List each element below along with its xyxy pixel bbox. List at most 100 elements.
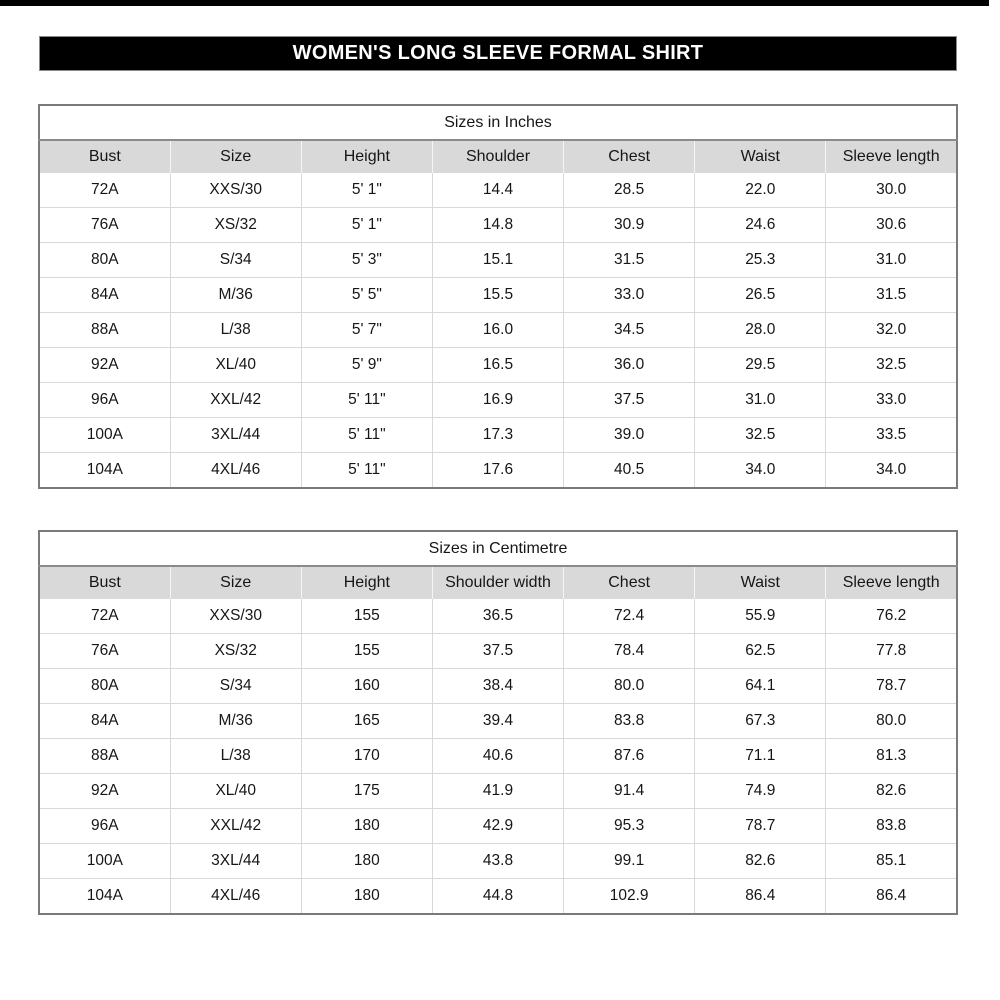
table-cell: 155 xyxy=(300,633,433,669)
table-cell: 62.5 xyxy=(694,633,826,669)
table-row: 100A 3XL/44 180 43.8 99.1 82.6 85.1 xyxy=(39,843,957,879)
table-cell: 92A xyxy=(39,773,171,809)
table-cell: L/38 xyxy=(169,312,302,348)
table-row: 92A XL/40 5' 9" 16.5 36.0 29.5 32.5 xyxy=(39,347,957,383)
column-header: Sleeve length xyxy=(825,566,957,599)
table-cell: 33.0 xyxy=(563,277,695,313)
table-cell: 3XL/44 xyxy=(169,417,302,453)
table-cell: 86.4 xyxy=(825,878,957,914)
table-cell: 16.0 xyxy=(431,312,564,348)
table-row: 100A 3XL/44 5' 11" 17.3 39.0 32.5 33.5 xyxy=(39,417,957,453)
table-cell: 72A xyxy=(39,173,171,208)
table-cell: 82.6 xyxy=(694,843,826,879)
table-cell: 85.1 xyxy=(825,843,957,879)
table-cell: 32.5 xyxy=(825,347,957,383)
table-cell: 104A xyxy=(39,878,171,914)
table-cell: S/34 xyxy=(169,668,302,704)
table-cell: 14.4 xyxy=(431,173,564,208)
table-cell: 28.5 xyxy=(563,173,695,208)
column-header: Waist xyxy=(694,566,826,599)
table-cell: 84A xyxy=(39,277,171,313)
table-cell: 87.6 xyxy=(563,738,695,774)
table-cell: 24.6 xyxy=(694,207,826,243)
column-header: Size xyxy=(169,140,302,173)
table-cell: 14.8 xyxy=(431,207,564,243)
table-row: 96A XXL/42 180 42.9 95.3 78.7 83.8 xyxy=(39,808,957,844)
column-header-row: Bust Size Height Shoulder width Chest Waist Sl… xyxy=(39,566,957,599)
table-cell: 88A xyxy=(39,738,171,774)
table-cell: 38.4 xyxy=(431,668,564,704)
table-cell: M/36 xyxy=(169,277,302,313)
table-cell: 88A xyxy=(39,312,171,348)
table-cell: 180 xyxy=(300,878,433,914)
table-cell: 3XL/44 xyxy=(169,843,302,879)
table-cell: M/36 xyxy=(169,703,302,739)
table-cell: 16.9 xyxy=(431,382,564,418)
table-cell: 72A xyxy=(39,599,171,634)
table-cell: 39.4 xyxy=(431,703,564,739)
table-cell: 41.9 xyxy=(431,773,564,809)
table-cell: 83.8 xyxy=(563,703,695,739)
column-header: Chest xyxy=(563,566,695,599)
table-cell: 100A xyxy=(39,843,171,879)
table-cell: 33.5 xyxy=(825,417,957,453)
table-cell: XS/32 xyxy=(169,633,302,669)
table-row: 84A M/36 165 39.4 83.8 67.3 80.0 xyxy=(39,703,957,739)
table-cell: 30.0 xyxy=(825,173,957,208)
table-cell: 4XL/46 xyxy=(169,452,302,488)
table-row: 88A L/38 5' 7" 16.0 34.5 28.0 32.0 xyxy=(39,312,957,348)
centimetre-table-body: 72A XXS/30 155 36.5 72.4 55.9 76.2 76A XS/32 155 3… xyxy=(39,599,957,914)
table-cell: 17.3 xyxy=(431,417,564,453)
table-cell: 30.6 xyxy=(825,207,957,243)
column-header: Sleeve length xyxy=(825,140,957,173)
table-cell: 36.0 xyxy=(563,347,695,383)
table-row: 76A XS/32 155 37.5 78.4 62.5 77.8 xyxy=(39,633,957,669)
table-cell: 78.4 xyxy=(563,633,695,669)
table-cell: 5' 1" xyxy=(300,173,433,208)
table-cell: 96A xyxy=(39,808,171,844)
table-row: 88A L/38 170 40.6 87.6 71.1 81.3 xyxy=(39,738,957,774)
table-cell: 64.1 xyxy=(694,668,826,704)
page-title: WOMEN'S LONG SLEEVE FORMAL SHIRT xyxy=(292,42,704,64)
table-title-row: Sizes in Inches xyxy=(39,105,957,141)
table-cell: 5' 9" xyxy=(300,347,433,383)
inches-table-body: 72A XXS/30 5' 1" 14.4 28.5 22.0 30.0 76A XS/32 5'… xyxy=(39,173,957,488)
table-cell: L/38 xyxy=(169,738,302,774)
table-cell: S/34 xyxy=(169,242,302,278)
table-cell: 78.7 xyxy=(694,808,826,844)
table-cell: 96A xyxy=(39,382,171,418)
table-row: 72A XXS/30 155 36.5 72.4 55.9 76.2 xyxy=(39,599,957,634)
table-cell: 80.0 xyxy=(825,703,957,739)
column-header: Shoulder xyxy=(431,140,564,173)
table-cell: 76.2 xyxy=(825,599,957,634)
table-cell: 26.5 xyxy=(694,277,826,313)
table-cell: 5' 11" xyxy=(300,382,433,418)
table-cell: 5' 11" xyxy=(300,417,433,453)
column-header: Size xyxy=(169,566,302,599)
table-cell: 16.5 xyxy=(431,347,564,383)
table-cell: 30.9 xyxy=(563,207,695,243)
table-title-row: Sizes in Centimetre xyxy=(39,531,957,567)
table-cell: 29.5 xyxy=(694,347,826,383)
table-cell: 5' 7" xyxy=(300,312,433,348)
table-cell: 15.1 xyxy=(431,242,564,278)
table-cell: 5' 5" xyxy=(300,277,433,313)
table-cell: 37.5 xyxy=(563,382,695,418)
table-cell: 5' 11" xyxy=(300,452,433,488)
table-cell: XXS/30 xyxy=(169,173,302,208)
column-header: Chest xyxy=(563,140,695,173)
table-cell: 32.0 xyxy=(825,312,957,348)
table-row: 104A 4XL/46 180 44.8 102.9 86.4 86.4 xyxy=(39,878,957,914)
table-cell: 34.0 xyxy=(825,452,957,488)
table-cell: XS/32 xyxy=(169,207,302,243)
table-cell: 76A xyxy=(39,207,171,243)
table-cell: 99.1 xyxy=(563,843,695,879)
table-cell: XXL/42 xyxy=(169,808,302,844)
table-cell: 102.9 xyxy=(563,878,695,914)
table-cell: 33.0 xyxy=(825,382,957,418)
page-title-bar: WOMEN'S LONG SLEEVE FORMAL SHIRT xyxy=(39,36,957,71)
column-header: Height xyxy=(300,140,433,173)
table-cell: 80.0 xyxy=(563,668,695,704)
table-cell: 170 xyxy=(300,738,433,774)
table-cell: 165 xyxy=(300,703,433,739)
